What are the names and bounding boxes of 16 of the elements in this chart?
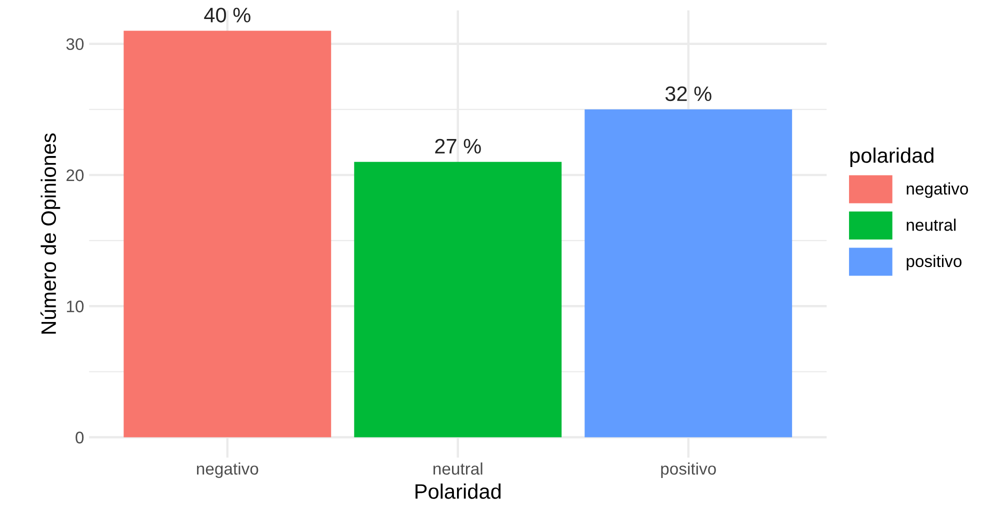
annotation: 40 % xyxy=(204,8,250,22)
legend-label: neutral xyxy=(906,218,956,231)
x-tick-label: positivo xyxy=(661,462,716,478)
y-tick-label: 30 xyxy=(66,38,84,50)
y-tick-label: 0 xyxy=(76,432,84,444)
x-tick-label: negativo xyxy=(196,462,258,478)
x-tick-label: neutral xyxy=(434,462,482,475)
annotation: 32 % xyxy=(665,86,712,102)
x-axis-title: Polaridad xyxy=(416,484,501,499)
legend-title: polaridad xyxy=(850,148,934,167)
y-tick-label: 10 xyxy=(66,300,84,312)
y-axis-title: Número de Opiniones xyxy=(40,133,60,334)
legend-label: negativo xyxy=(906,182,968,198)
legend-label: positivo xyxy=(906,254,962,270)
y-tick-label: 20 xyxy=(66,169,84,182)
annotation: 27 % xyxy=(435,138,481,154)
